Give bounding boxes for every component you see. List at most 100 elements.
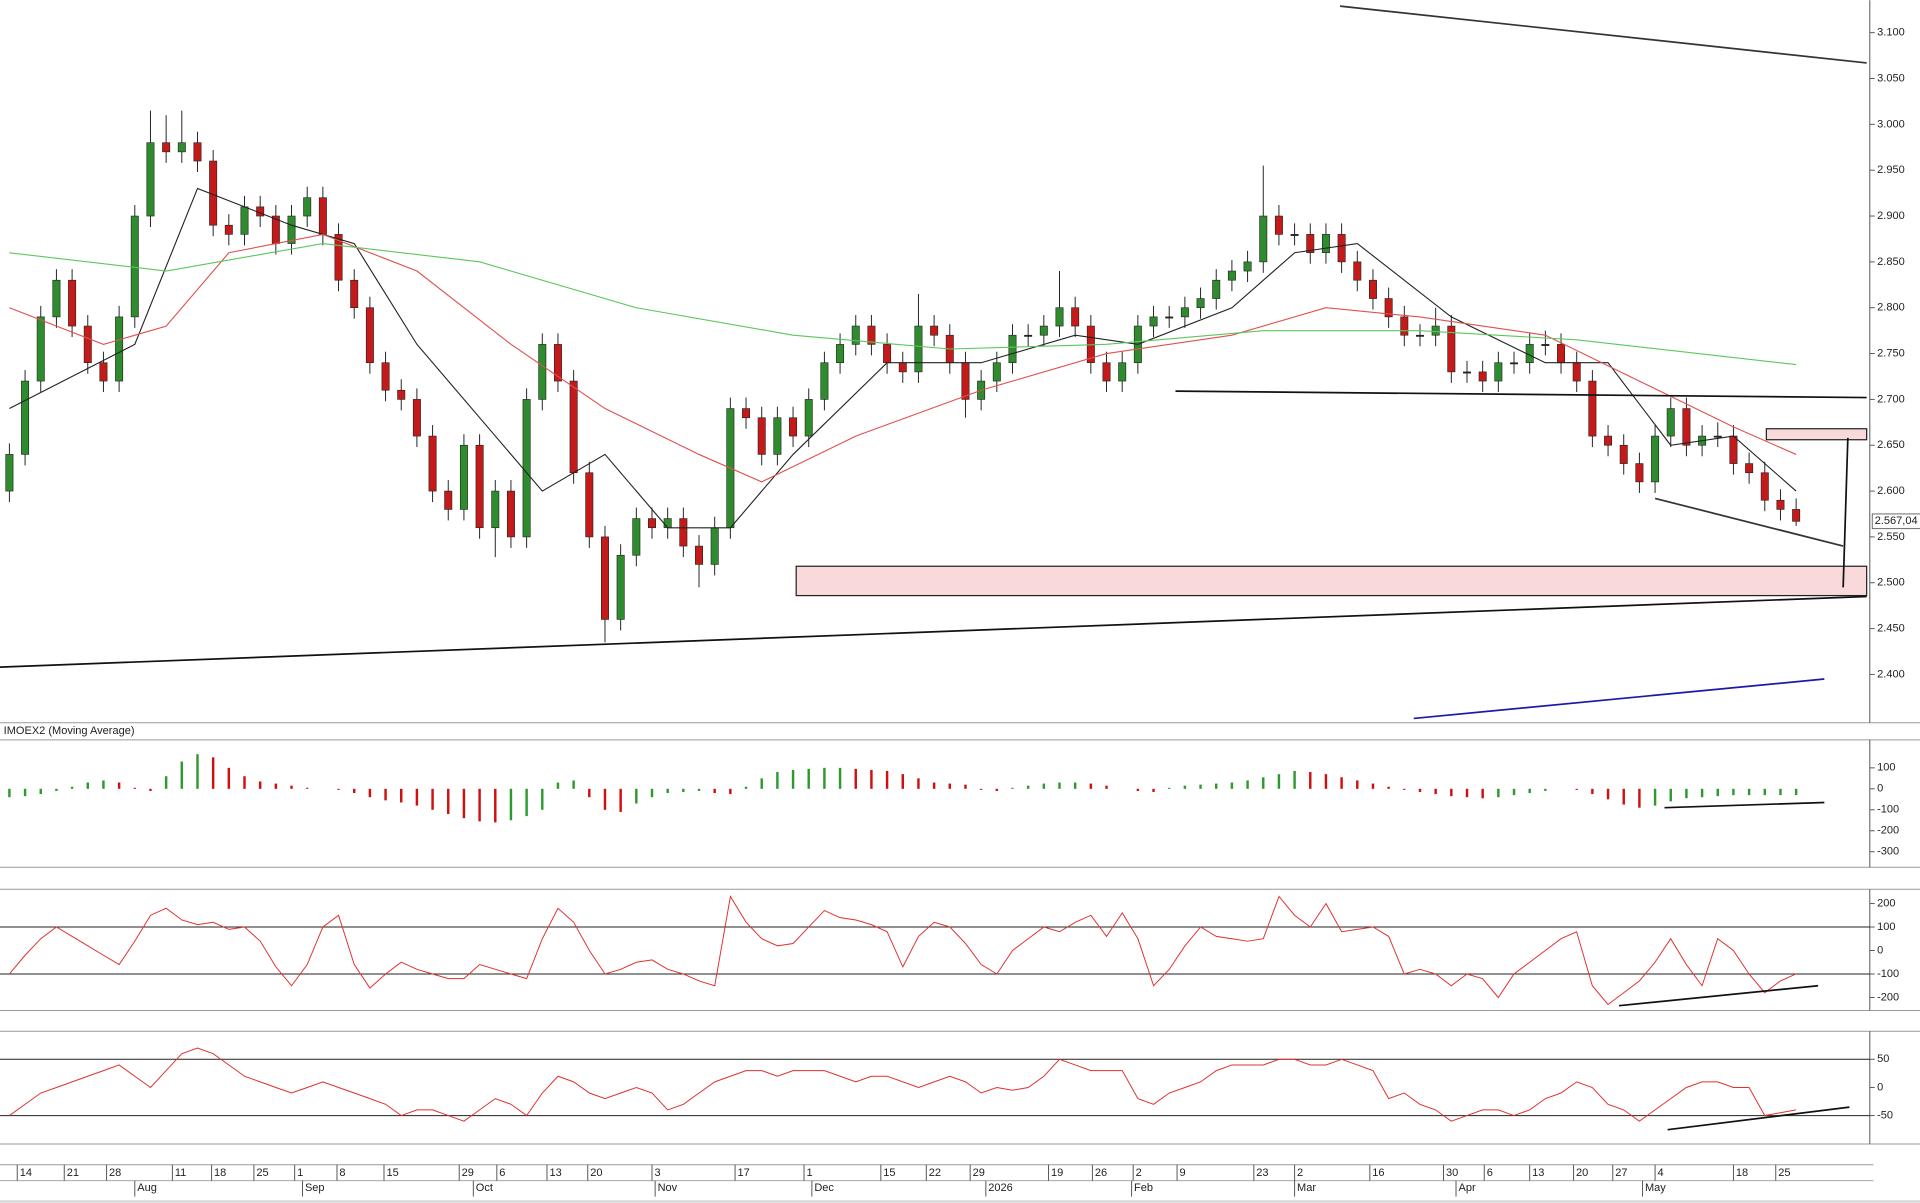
moving-average	[9, 233, 1797, 483]
candle-body	[475, 444, 484, 529]
y-tick-label: 2.900	[1877, 210, 1905, 222]
candle-body	[1243, 261, 1252, 272]
trend-line	[1618, 984, 1819, 1007]
x-tick-label: 19	[1051, 1167, 1063, 1179]
month-label: 2026	[988, 1182, 1013, 1194]
candle-body	[679, 518, 688, 547]
y-tick-label: 2.650	[1877, 439, 1905, 451]
candle-body	[5, 454, 14, 492]
candle-body	[898, 362, 907, 373]
trend-line	[0, 595, 1867, 668]
candle-body	[1196, 298, 1205, 309]
candle-body	[287, 215, 296, 244]
candle-body	[1713, 435, 1722, 438]
month-label: Sep	[305, 1182, 325, 1194]
trend-line	[1667, 1106, 1850, 1131]
x-tick-label: 18	[214, 1167, 226, 1179]
y-tick-label: -100	[1877, 804, 1899, 816]
candle-body	[397, 389, 406, 400]
candle-body	[1760, 472, 1769, 501]
candle-body	[789, 417, 798, 437]
candle-body	[68, 279, 77, 327]
candle-body	[695, 545, 703, 565]
month-label: Feb	[1134, 1182, 1153, 1194]
candle-body	[804, 399, 813, 437]
y-tick-label: -300	[1877, 846, 1899, 858]
x-tick-label: 1	[806, 1167, 812, 1179]
month-label: Oct	[476, 1182, 493, 1194]
y-tick-label: 2.800	[1877, 302, 1905, 314]
candle-body	[1635, 463, 1644, 483]
candle-body	[146, 142, 155, 217]
x-tick-label: 29	[462, 1167, 474, 1179]
candle-body	[1682, 408, 1691, 446]
candle-body	[1572, 362, 1581, 382]
x-tick-label: 15	[386, 1167, 398, 1179]
candle-body	[1792, 509, 1801, 522]
candle-body	[1510, 362, 1518, 365]
y-tick-label: 3.050	[1877, 72, 1905, 84]
y-tick-label: 50	[1877, 1053, 1889, 1065]
x-tick-label: 20	[1576, 1167, 1588, 1179]
candle-body	[1227, 270, 1236, 281]
candle-body	[914, 325, 923, 373]
x-tick-label: 6	[1487, 1167, 1493, 1179]
candle-body	[1149, 316, 1158, 327]
x-tick-label: 17	[738, 1167, 750, 1179]
y-tick-label: 2.750	[1877, 347, 1905, 359]
candle-body	[1666, 408, 1675, 437]
candle-body	[365, 307, 374, 364]
candle-body	[601, 536, 609, 620]
x-tick-label: 3	[654, 1167, 660, 1179]
candle-body	[1274, 215, 1283, 235]
last-price-box	[1871, 513, 1920, 530]
candle-body	[1431, 325, 1440, 336]
candle-body	[1259, 215, 1268, 263]
candle-body	[1415, 334, 1424, 337]
candle-body	[506, 490, 515, 538]
candle-body	[1776, 499, 1785, 510]
candle-body	[21, 380, 30, 455]
y-tick-label: 2.400	[1877, 668, 1905, 680]
candle-body	[1651, 435, 1660, 483]
x-tick-label: 14	[20, 1167, 32, 1179]
y-tick-label: 2.450	[1877, 623, 1905, 635]
candle-body	[1290, 234, 1299, 236]
bottom-strip	[0, 1200, 1920, 1203]
candle-body	[1118, 362, 1127, 382]
candle-body	[428, 435, 437, 492]
candle-body	[303, 197, 312, 217]
candle-body	[1039, 325, 1048, 336]
candle-body	[1588, 380, 1597, 437]
indicator-line	[9, 1047, 1797, 1122]
x-tick-label: 16	[1372, 1167, 1384, 1179]
candle-body	[381, 362, 390, 391]
candle-body	[851, 325, 860, 345]
candle-body	[773, 417, 782, 455]
x-tick-label: 2	[1136, 1167, 1142, 1179]
month-label: Dec	[814, 1182, 834, 1194]
candle-body	[1180, 307, 1189, 318]
x-tick-label: 13	[1532, 1167, 1544, 1179]
candle-body	[459, 444, 468, 510]
candle-body	[36, 316, 45, 382]
y-tick-label: 2.500	[1877, 577, 1905, 589]
candle-body	[130, 215, 139, 318]
x-tick-label: 8	[339, 1167, 345, 1179]
candle-body	[1384, 298, 1393, 318]
y-tick-label: -50	[1877, 1110, 1893, 1122]
candle-body	[867, 325, 876, 345]
candle-body	[648, 518, 656, 529]
month-label: Nov	[658, 1182, 678, 1194]
moving-average	[9, 243, 1797, 366]
candle-body	[663, 518, 672, 529]
candle-body	[820, 362, 829, 400]
trend-line	[1339, 5, 1867, 64]
month-label: May	[1645, 1182, 1666, 1194]
candle-body	[350, 279, 359, 309]
candle-body	[1337, 234, 1346, 263]
candle-body	[52, 279, 61, 318]
candle-body	[1055, 307, 1064, 327]
x-tick-label: 25	[1778, 1167, 1790, 1179]
candle-body	[318, 197, 327, 235]
